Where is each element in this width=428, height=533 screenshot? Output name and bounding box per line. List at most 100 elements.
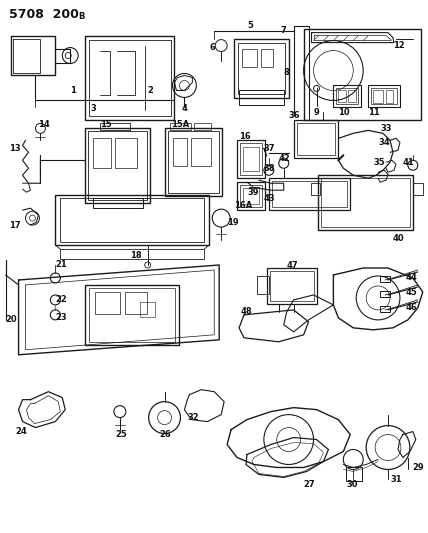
Bar [339,91,346,102]
Text: 43: 43 [264,193,276,203]
Text: 35: 35 [373,158,385,167]
Text: 11: 11 [368,108,380,117]
Bar [164,128,222,196]
Text: 44: 44 [406,273,418,282]
Text: 15: 15 [100,120,112,129]
Bar [311,183,321,195]
Text: 25: 25 [115,430,127,439]
Bar [234,38,289,99]
Bar [239,91,284,106]
Bar [237,182,265,210]
Bar [348,91,356,102]
Text: 26: 26 [160,430,171,439]
Bar [242,49,257,67]
Bar [60,249,204,259]
Bar [237,140,265,178]
Text: 48: 48 [241,308,253,317]
Bar [55,195,209,245]
Text: 10: 10 [339,108,350,117]
Text: B: B [78,12,85,21]
Bar [303,29,421,120]
Text: 5708  200: 5708 200 [9,8,78,21]
Bar [413,183,423,195]
Bar [272,181,347,207]
Bar [380,291,390,297]
Bar [243,147,259,171]
Bar [191,139,211,166]
Bar [380,306,390,312]
Text: 40: 40 [393,233,404,243]
Text: 5: 5 [247,21,253,30]
Text: 7: 7 [281,26,286,35]
Text: 16A: 16A [234,200,253,209]
Text: 33: 33 [380,124,392,133]
Text: 38: 38 [264,164,275,173]
Bar [93,198,143,208]
Text: 4: 4 [181,104,187,113]
Text: 22: 22 [55,295,67,304]
Text: 13: 13 [9,144,20,153]
Bar [321,178,410,227]
Bar [333,85,361,108]
Text: 3: 3 [90,104,96,113]
Bar [89,39,170,116]
Bar [238,43,285,94]
Text: 12: 12 [393,41,405,50]
Bar [240,185,262,207]
Bar [167,131,219,193]
Text: 47: 47 [287,261,298,270]
Bar [270,271,314,301]
Bar [85,36,175,120]
Text: 23: 23 [55,313,67,322]
Text: 30: 30 [346,480,358,489]
Bar [371,88,397,104]
Text: 39: 39 [247,188,259,197]
Text: 6: 6 [209,43,215,52]
Bar [336,88,358,104]
Bar [386,91,393,103]
Bar [368,85,400,108]
Text: 46: 46 [406,303,418,312]
Bar [140,302,155,317]
Text: 1: 1 [70,86,76,95]
Bar [115,139,137,168]
Text: 9: 9 [314,108,319,117]
Bar [169,123,191,131]
Text: 20: 20 [6,316,17,325]
Bar [294,120,339,158]
Text: 45: 45 [406,288,418,297]
Text: 32: 32 [187,413,199,422]
Bar [243,188,259,204]
Text: 19: 19 [227,217,239,227]
Text: 2: 2 [148,86,154,95]
Bar [93,139,111,168]
Text: 21: 21 [55,260,67,269]
Bar [269,178,350,210]
Text: 16: 16 [239,132,251,141]
Text: 41: 41 [403,158,415,167]
Text: 34: 34 [378,138,390,147]
Text: 29: 29 [413,463,425,472]
Text: 18: 18 [130,251,141,260]
Bar [297,123,336,155]
Bar [172,139,187,166]
Bar [318,175,413,230]
Text: 17: 17 [9,221,20,230]
Bar [267,268,317,304]
Bar [89,288,175,342]
Bar [88,131,147,200]
Text: 31: 31 [390,475,401,484]
Bar [257,276,269,294]
Bar [95,292,120,314]
Text: 42: 42 [279,154,291,163]
Text: 14: 14 [39,120,50,129]
Bar [85,285,179,345]
Bar [240,143,262,175]
Text: 8: 8 [284,68,289,77]
Bar [85,128,150,203]
Text: 37: 37 [264,144,275,153]
Bar [261,49,273,67]
Bar [60,198,204,242]
Bar [194,123,211,131]
Bar [100,123,130,131]
